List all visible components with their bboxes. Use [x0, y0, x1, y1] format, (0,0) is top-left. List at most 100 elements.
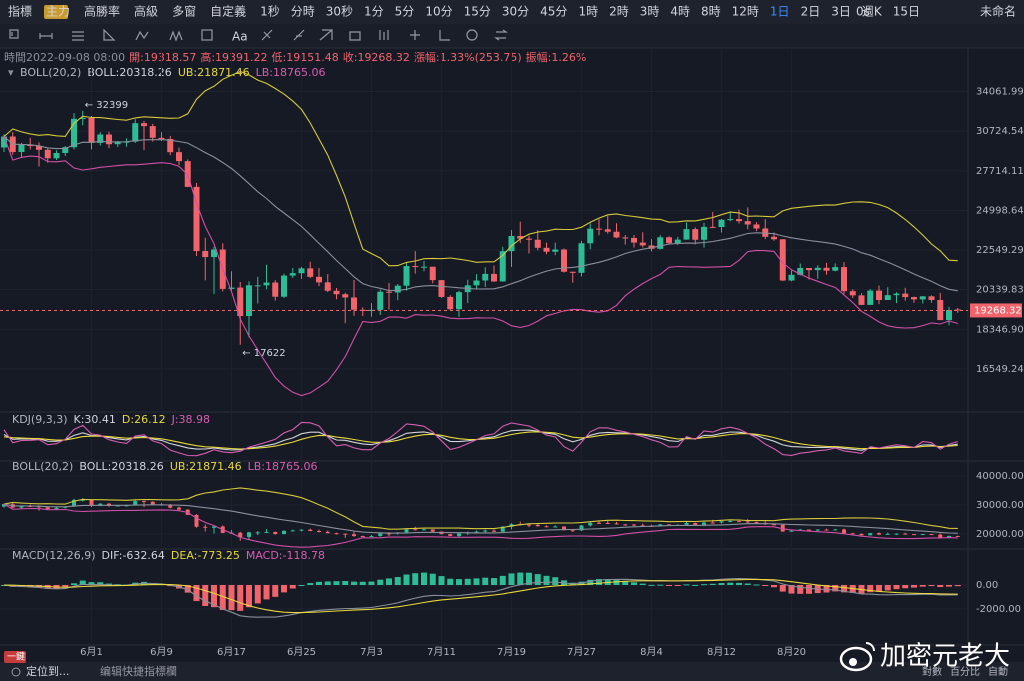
timeframe[interactable]: 45分: [540, 5, 567, 19]
footer-mode[interactable]: 自動: [988, 665, 1008, 678]
timeframe[interactable]: 2時: [609, 5, 629, 19]
timeframe[interactable]: 15分: [464, 5, 491, 19]
indicator-title: BOLL(20,2): [20, 66, 81, 79]
candle-body: [88, 117, 95, 143]
toolbar: [0, 0, 1024, 24]
panel-value: UB:21871.46: [170, 460, 242, 473]
macd-bar: [718, 583, 725, 586]
toolbar-item[interactable]: 自定義: [210, 4, 246, 19]
timeframe[interactable]: 30分: [502, 5, 529, 19]
macd-bar: [937, 585, 944, 588]
candle-body: [727, 219, 734, 221]
candle-body: [570, 530, 575, 532]
toolbar-item[interactable]: 指標: [8, 4, 32, 19]
candle-body: [308, 529, 313, 532]
indicator-value: LB:18765.06: [256, 66, 326, 79]
macd-bar: [867, 585, 874, 593]
candle-body: [263, 282, 270, 286]
timeframe[interactable]: 2日: [801, 5, 821, 19]
icon: [349, 31, 361, 41]
panel-value: K:30.41: [74, 413, 116, 426]
macd-bar: [552, 577, 559, 586]
macd-bar: [596, 579, 602, 586]
macd-bar: [88, 582, 95, 586]
candle-body: [823, 267, 830, 271]
timeframe[interactable]: 4時: [670, 5, 690, 19]
macd-bar: [701, 584, 707, 586]
candle-body: [534, 239, 541, 248]
candle-body: [693, 522, 698, 525]
timeframe[interactable]: 5分: [395, 5, 415, 19]
candle-body: [911, 297, 917, 300]
icon: [439, 30, 450, 41]
candle-body: [867, 290, 874, 305]
candle-body: [237, 287, 244, 317]
macd-bar: [779, 585, 786, 592]
macd-bar: [62, 585, 69, 588]
y-tick-label: 34061.99: [976, 87, 1024, 98]
macd-bar: [727, 582, 734, 586]
logo-wave: [865, 642, 875, 652]
info-field: 振幅:1.26%: [526, 50, 587, 64]
footer-edit[interactable]: 编辑快捷指標欄: [100, 664, 177, 678]
info-time: 時間2022-09-08 08:00: [4, 51, 125, 64]
footer-mode[interactable]: 對數: [922, 665, 942, 678]
icon: [319, 29, 333, 41]
icon: [494, 29, 508, 41]
toolbar-item[interactable]: 高級: [134, 4, 158, 19]
candle-body: [535, 524, 540, 527]
toolbar-item[interactable]: 高勝率: [84, 4, 120, 19]
candle-body: [632, 524, 636, 526]
timeframe[interactable]: 1秒: [260, 5, 280, 19]
candle-body: [622, 237, 629, 239]
timeframe[interactable]: 3日: [831, 5, 851, 19]
last-price-label: 19268.32: [974, 305, 1022, 316]
candle-body: [588, 522, 593, 526]
candle-body: [254, 285, 261, 287]
timeframe[interactable]: 週K: [862, 5, 883, 19]
panel-value: MACD:-118.78: [246, 549, 325, 562]
toolbar-item[interactable]: 主力: [46, 5, 70, 19]
timeframe[interactable]: 30秒: [326, 5, 353, 19]
toolbar-item[interactable]: 0s: [856, 5, 870, 19]
toolbar-item[interactable]: 多窗: [172, 5, 196, 19]
footer-mode[interactable]: 百分比: [950, 666, 980, 678]
macd-bar: [106, 583, 112, 586]
timeframe[interactable]: 10分: [425, 5, 452, 19]
candle-body: [132, 123, 139, 142]
main-boll-upper: [3, 70, 958, 267]
high-annotation: ← 32399: [85, 100, 128, 111]
candle-body: [448, 534, 453, 536]
timeframe[interactable]: 分時: [291, 5, 315, 19]
timeframe[interactable]: 15日: [893, 5, 920, 19]
timeframe[interactable]: 1時: [578, 5, 598, 19]
candle-body: [71, 118, 77, 148]
candle-body: [19, 506, 24, 508]
panel-value: BOLL:20318.26: [79, 460, 163, 473]
timeframe[interactable]: 8時: [701, 5, 721, 19]
candle-body: [737, 521, 741, 523]
candle-body: [543, 247, 550, 252]
y-tick-label: 20000.00: [976, 529, 1024, 540]
candle-body: [114, 142, 121, 145]
candle-body: [920, 534, 925, 536]
macd-bar: [429, 573, 436, 586]
candle-body: [754, 522, 759, 524]
macd-bar: [893, 585, 900, 590]
text-tool[interactable]: Aa: [232, 30, 248, 44]
candle-body: [517, 235, 524, 239]
timeframe[interactable]: 1分: [364, 5, 384, 19]
candle-body: [53, 152, 60, 159]
footer-locate[interactable]: 定位到...: [26, 664, 70, 678]
toolbar-item[interactable]: 未命名: [980, 4, 1016, 19]
kdj-line: [3, 421, 958, 457]
timeframe[interactable]: 3時: [640, 5, 660, 19]
panel-value: J:38.98: [171, 413, 210, 426]
candle-body: [850, 533, 855, 535]
timeframe[interactable]: 1日: [770, 5, 790, 19]
macd-bar: [298, 585, 305, 587]
macd-bar: [622, 581, 629, 586]
timeframe[interactable]: 12時: [732, 5, 759, 19]
candle-body: [483, 530, 488, 532]
candle-body: [736, 219, 742, 222]
